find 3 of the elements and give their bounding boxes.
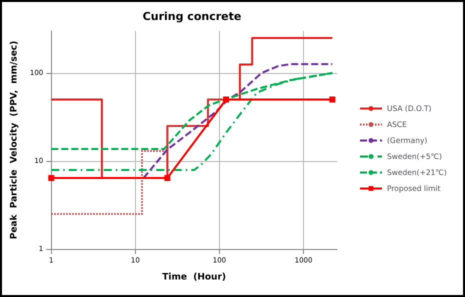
chart-title: Curing concrete: [142, 10, 242, 23]
y-axis-title: Peak Particle Velocity (PPV, mm/sec): [10, 40, 20, 240]
x-axis-title: Time (Hour): [162, 272, 226, 282]
